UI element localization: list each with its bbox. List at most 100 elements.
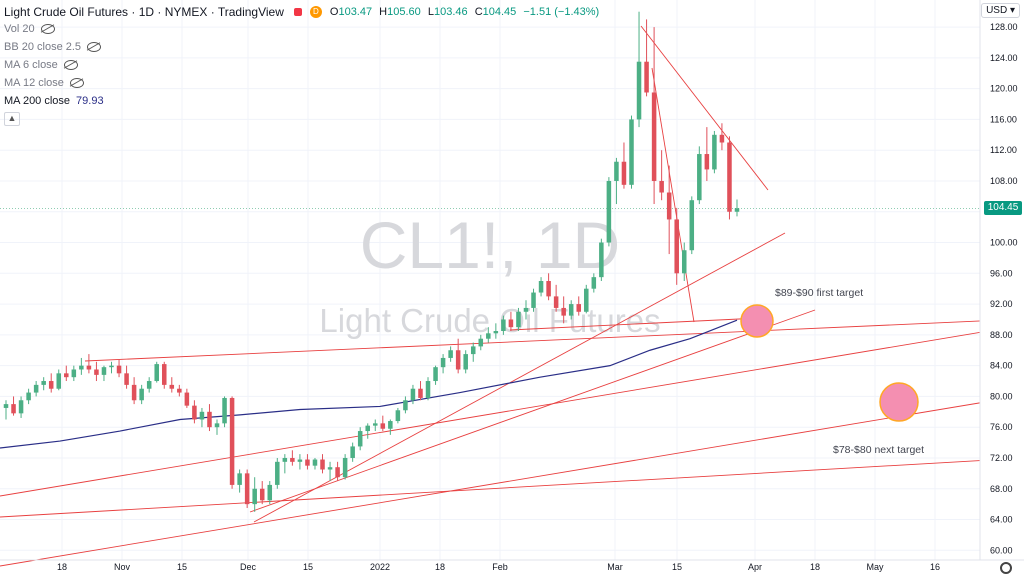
time-tick-label: Mar	[607, 562, 623, 572]
candle-body	[267, 484, 273, 501]
candle	[636, 11, 642, 128]
annotation-first-target: $89-$90 first target	[775, 287, 863, 299]
candle-body	[373, 423, 378, 426]
candle-body	[124, 373, 129, 385]
market-closed-icon[interactable]	[293, 8, 302, 16]
price-tick-label: 92.00	[990, 299, 1013, 309]
candle	[116, 359, 122, 378]
candle	[621, 142, 627, 189]
candle	[244, 469, 250, 508]
candle	[508, 311, 514, 332]
hidden-eye-icon	[69, 78, 84, 88]
watermark-symbol: CL1!, 1D	[360, 208, 620, 282]
candle	[546, 273, 551, 301]
candle-body	[455, 350, 461, 370]
candle	[470, 342, 476, 362]
candle-body	[192, 405, 197, 420]
candle	[267, 481, 273, 505]
candle-body	[109, 365, 114, 368]
indicator-vol[interactable]: Vol 20	[4, 20, 603, 38]
candle-body	[357, 431, 363, 447]
candle	[350, 442, 355, 462]
candle	[154, 361, 159, 383]
trendline	[509, 317, 761, 331]
trendline	[0, 401, 986, 567]
candle-body	[689, 200, 695, 251]
candle-body	[734, 208, 740, 212]
candle	[320, 454, 325, 474]
candle	[214, 419, 220, 435]
candle-body	[606, 180, 612, 243]
candle-body	[26, 392, 31, 401]
candle-body	[621, 161, 627, 185]
candle-body	[584, 288, 589, 312]
candle-body	[18, 400, 24, 414]
candle-body	[478, 338, 484, 347]
candle	[418, 381, 423, 401]
candle	[18, 396, 24, 418]
hidden-eye-icon	[63, 60, 78, 70]
candle-body	[674, 219, 679, 274]
candle-body	[342, 457, 348, 478]
candle	[342, 454, 348, 480]
trendline	[84, 318, 1024, 362]
trendline	[253, 232, 786, 523]
currency-select[interactable]: USD ▾	[981, 3, 1020, 18]
candle	[184, 388, 190, 408]
time-tick-label: 2022	[370, 562, 390, 572]
candle	[455, 338, 461, 374]
watermark-name: Light Crude Oil Futures	[319, 302, 660, 339]
candle-body	[727, 142, 732, 212]
last-price-label: 104.45	[984, 201, 1022, 216]
candle-body	[154, 364, 159, 382]
candle-body	[636, 61, 642, 120]
candle	[229, 396, 235, 489]
collapse-legend-button[interactable]: ▲	[4, 112, 20, 126]
candle-body	[290, 457, 295, 462]
price-tick-label: 116.00	[990, 114, 1017, 124]
time-tick-label: Nov	[114, 562, 131, 572]
candle	[56, 369, 62, 391]
trendline	[651, 67, 695, 323]
candle	[689, 196, 695, 255]
candle	[674, 207, 679, 285]
dividend-icon[interactable]: D	[309, 6, 322, 18]
symbol-title[interactable]: Light Crude Oil Futures · 1D · NYMEX · T…	[4, 5, 284, 19]
candle-body	[229, 397, 235, 485]
candle	[259, 481, 265, 505]
annotation-next-target: $78-$80 next target	[833, 444, 924, 456]
candle	[11, 396, 16, 416]
legend: Light Crude Oil Futures · 1D · NYMEX · T…	[4, 4, 603, 126]
candle	[169, 377, 175, 393]
candle-body	[418, 388, 423, 398]
candle-body	[56, 373, 62, 389]
gear-icon[interactable]	[1000, 562, 1012, 574]
candle	[297, 454, 303, 470]
indicator-ma12[interactable]: MA 12 close	[4, 74, 603, 92]
indicator-ma6[interactable]: MA 6 close	[4, 56, 603, 74]
candle	[380, 415, 386, 432]
candle-body	[207, 411, 212, 428]
candle	[425, 377, 431, 401]
candle-body	[320, 459, 325, 470]
candle	[290, 450, 295, 466]
candle	[614, 157, 619, 205]
time-tick-label: 15	[177, 562, 187, 572]
candle	[71, 365, 77, 382]
price-tick-label: 88.00	[990, 330, 1013, 340]
candle-body	[305, 459, 310, 466]
candle	[388, 419, 393, 435]
candle-body	[614, 161, 619, 181]
candle-body	[591, 277, 597, 289]
candle	[41, 377, 46, 391]
indicator-bb[interactable]: BB 20 close 2.5	[4, 38, 603, 56]
candle-body	[644, 61, 649, 93]
target-circle	[879, 382, 919, 422]
candle-body	[33, 384, 39, 393]
candle-body	[538, 281, 544, 293]
candle	[207, 404, 212, 432]
candle-body	[252, 488, 257, 505]
indicator-ma200[interactable]: MA 200 close 79.93	[4, 95, 104, 107]
candle	[252, 477, 257, 512]
